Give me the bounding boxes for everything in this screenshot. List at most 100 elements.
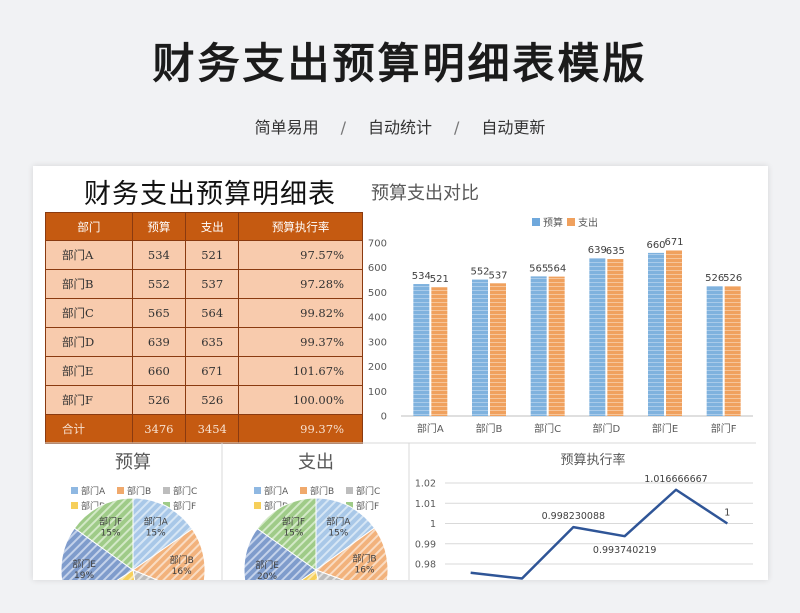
pie-legend-swatch (346, 487, 353, 494)
subtitle-item-auto-update: 自动更新 (481, 118, 546, 137)
pie-legend-label: 部门A (264, 485, 289, 497)
cell-rate[interactable]: 101.67% (238, 356, 363, 386)
line-y-tick-label: 1.01 (415, 499, 436, 510)
table-row: 部门E 660 671 101.67% (45, 356, 363, 386)
cell-dept[interactable]: 部门C (45, 298, 133, 328)
cell-expense[interactable]: 521 (185, 240, 240, 270)
table-total-row: 合计 3476 3454 99.37% (45, 414, 363, 444)
pie-slice-label: 部门A (144, 516, 169, 528)
cell-expense[interactable]: 537 (185, 269, 240, 299)
cell-total-budget[interactable]: 3476 (131, 414, 187, 444)
bar-budget (648, 252, 664, 416)
line-data-label: 0.993740219 (593, 545, 656, 556)
pie-slice-label: 部门E (255, 559, 279, 571)
bar-data-label: 565 (529, 263, 548, 274)
pie-slice-pct: 19% (74, 571, 94, 580)
bar-data-label: 552 (470, 267, 489, 278)
line-y-tick-label: 0.99 (415, 539, 436, 550)
pie-legend-swatch (254, 502, 261, 509)
bar-data-label: 534 (412, 271, 431, 282)
pie-legend-label: 部门F (356, 500, 379, 512)
bar-y-tick-label: 700 (368, 239, 387, 250)
expense-pie-chart: 支出 部门A部门B部门C部门D部门E部门F部门A15%部门B16%部门E20%部… (243, 452, 389, 580)
budget-table: 部门 预算 支出 预算执行率 部门A 534 521 97.57% 部门B 552 537… (45, 212, 363, 444)
bar-data-label: 526 (723, 273, 742, 284)
bar-data-label: 671 (664, 237, 683, 248)
cell-budget[interactable]: 526 (131, 385, 187, 415)
cell-rate[interactable]: 97.57% (238, 240, 363, 270)
pie-slice (132, 569, 159, 580)
pie-legend-swatch (346, 502, 353, 509)
bar-x-tick-label: 部门F (711, 422, 737, 435)
pie-legend-swatch (300, 487, 307, 494)
bar-budget (472, 279, 488, 416)
pie-slice (256, 497, 317, 571)
table-row: 部门A 534 521 97.57% (45, 240, 363, 270)
pie-slice-pct: 15% (283, 529, 303, 539)
cell-total-rate[interactable]: 99.37% (238, 414, 363, 444)
pie-slice (243, 527, 317, 580)
header-dept: 部门 (45, 212, 133, 241)
pie-slice (131, 528, 206, 580)
cell-dept[interactable]: 部门B (45, 269, 133, 299)
subtitle-item-easy: 简单易用 (254, 118, 319, 137)
table-title: 财务支出预算明细表 (84, 179, 336, 210)
pie-slice-pct: 15% (328, 528, 348, 538)
bar-data-label: 564 (547, 264, 566, 275)
cell-dept[interactable]: 部门F (45, 385, 133, 415)
cell-dept[interactable]: 部门D (45, 327, 133, 357)
line-y-tick-label: 1 (430, 519, 436, 530)
bar-y-tick-label: 400 (368, 313, 387, 324)
bar-expense (607, 259, 624, 416)
line-y-tick-label: 0.98 (415, 560, 436, 571)
bar-data-label: 635 (606, 246, 625, 257)
budget-pie-chart: 预算 部门A部门B部门C部门D部门E部门F部门A15%部门B16%部门E19%部… (60, 452, 206, 580)
page-title: 财务支出预算明细表模版 (152, 39, 648, 88)
legend-swatch-budget (532, 218, 540, 226)
pie-legend-swatch (163, 502, 170, 509)
pie-slice-label: 部门B (352, 552, 376, 564)
pie-slice-pct: 15% (101, 528, 121, 538)
pie-slice (314, 527, 389, 580)
header-expense: 支出 (185, 212, 240, 241)
pie-slice (315, 569, 345, 580)
cell-total-label[interactable]: 合计 (45, 414, 133, 444)
bar-data-label: 526 (705, 273, 724, 284)
legend-label-budget: 预算 (543, 216, 563, 229)
expense-pie-title: 支出 (298, 452, 334, 473)
pie-slice-label: 部门F (99, 515, 122, 527)
bar-x-tick-label: 部门D (592, 422, 620, 435)
cell-rate[interactable]: 97.28% (238, 269, 363, 299)
pie-legend-label: 部门F (173, 500, 196, 512)
cell-budget[interactable]: 534 (131, 240, 187, 270)
cell-expense[interactable]: 564 (185, 298, 240, 328)
cell-budget[interactable]: 639 (131, 327, 187, 357)
cell-dept[interactable]: 部门E (45, 356, 133, 386)
pie-slice-pct: 16% (355, 565, 375, 575)
pie-legend-label: 部门A (81, 485, 106, 497)
pie-legend-swatch (71, 502, 78, 509)
pie-legend-label: 部门B (127, 485, 151, 497)
bar-expense (666, 250, 682, 416)
bar-x-tick-label: 部门A (417, 422, 444, 435)
bar-budget (706, 286, 723, 416)
cell-dept[interactable]: 部门A (45, 240, 133, 270)
table-row: 部门B 552 537 97.28% (45, 269, 363, 299)
cell-rate[interactable]: 99.82% (238, 298, 363, 328)
cell-total-expense[interactable]: 3454 (185, 414, 240, 444)
bar-data-label: 639 (588, 245, 607, 256)
line-data-label: 1 (724, 508, 730, 519)
pie-slice (60, 527, 134, 580)
subtitle-item-auto-stat: 自动统计 (367, 118, 432, 137)
bar-expense (548, 276, 565, 416)
line-data-label: 0.998230088 (542, 511, 605, 522)
cell-expense[interactable]: 635 (185, 327, 240, 357)
subtitle-separator: / (340, 118, 346, 137)
bar-x-tick-label: 部门C (534, 422, 561, 435)
bar-budget (530, 276, 547, 416)
budget-pie-title: 预算 (115, 452, 151, 473)
bar-data-label: 660 (646, 240, 665, 251)
pie-slice-pct: 16% (172, 567, 192, 577)
table-row: 部门C 565 564 99.82% (45, 298, 363, 328)
